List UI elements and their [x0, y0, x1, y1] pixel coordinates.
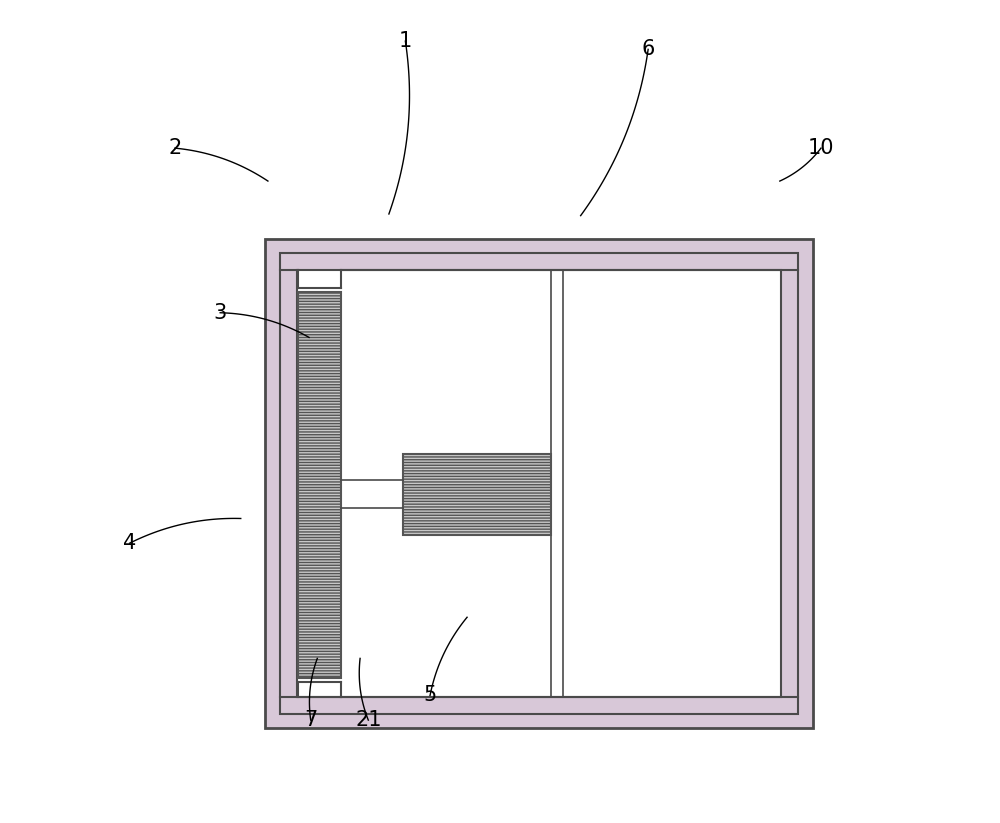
Text: 4: 4: [123, 533, 136, 553]
Bar: [403, 453, 551, 535]
Text: 6: 6: [641, 40, 655, 59]
Bar: [280, 253, 798, 714]
Text: 1: 1: [399, 31, 412, 51]
Bar: [298, 292, 341, 678]
Text: 7: 7: [304, 710, 317, 730]
Text: 3: 3: [214, 303, 227, 323]
Bar: [297, 270, 781, 697]
Text: 10: 10: [808, 138, 834, 158]
Bar: [265, 239, 813, 728]
Text: 5: 5: [423, 686, 437, 705]
Text: 21: 21: [355, 710, 382, 730]
Text: 2: 2: [168, 138, 182, 158]
